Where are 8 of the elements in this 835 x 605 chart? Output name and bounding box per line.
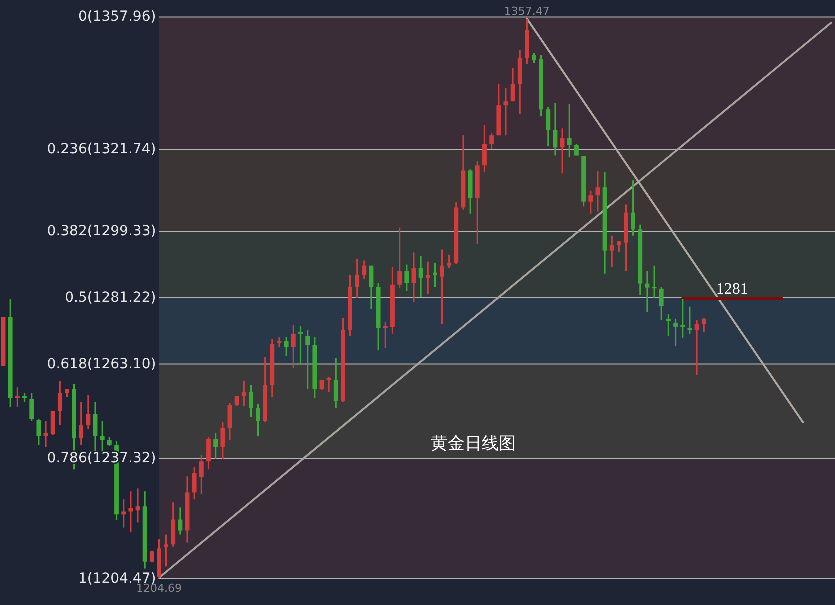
series-label: 1281	[716, 280, 748, 298]
text: 黄金日线图	[430, 434, 516, 454]
ref-line-label: 0.382(1299.33)	[47, 224, 156, 240]
annotation: 1357.47	[504, 5, 550, 18]
ref-line-label: 0.5(1281.22)	[65, 290, 156, 306]
ref-line-label: 0.618(1263.10)	[47, 356, 156, 372]
ref-line-label: 0.236(1321.74)	[47, 142, 156, 158]
ref-line-label: 0(1357.96)	[78, 9, 156, 26]
